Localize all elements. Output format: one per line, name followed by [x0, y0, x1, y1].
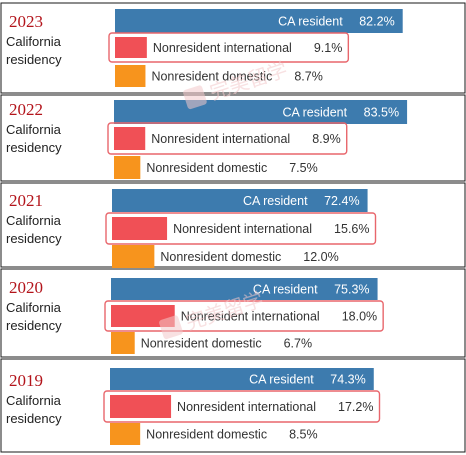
bar-nonresident-domestic-2019 [110, 423, 141, 445]
category-label-nonresident-international-2023: Nonresident international [153, 41, 292, 55]
value-label-ca-resident-2019: 74.3% [330, 373, 365, 387]
value-label-nonresident-international-2020: 18.0% [342, 310, 377, 324]
category-label-nonresident-domestic-2021: Nonresident domestic [160, 250, 281, 264]
category-label-nonresident-international-2022: Nonresident international [151, 132, 290, 146]
bar-nonresident-domestic-2020 [111, 332, 135, 354]
year-label-2019: 2019 [9, 371, 43, 390]
bar-nonresident-domestic-2023 [115, 65, 146, 87]
category-label-ca-resident-2023: CA resident [278, 15, 343, 29]
year-label-2021: 2021 [9, 191, 43, 210]
dimension-label-line2: residency [6, 318, 62, 333]
dimension-label-line1: California [6, 34, 62, 49]
dimension-label-line1: California [6, 213, 62, 228]
watermark-text: 完美留学 [207, 57, 291, 105]
dimension-label-line2: residency [6, 52, 62, 67]
dimension-label-line2: residency [6, 140, 62, 155]
value-label-nonresident-domestic-2022: 7.5% [289, 161, 318, 175]
panel-frame-2023 [0, 2, 466, 94]
category-label-nonresident-domestic-2022: Nonresident domestic [146, 161, 267, 175]
category-label-ca-resident-2020: CA resident [253, 283, 318, 297]
highlight-box-international-2020 [104, 300, 384, 332]
panel-frame-2022 [0, 94, 466, 182]
highlight-box-international-2021 [105, 212, 377, 245]
category-label-ca-resident-2022: CA resident [282, 106, 347, 120]
category-label-nonresident-international-2019: Nonresident international [177, 400, 316, 414]
highlight-box-international-2023 [108, 32, 350, 63]
watermark-icon [159, 315, 183, 340]
value-label-ca-resident-2020: 75.3% [334, 283, 369, 297]
year-label-2023: 2023 [9, 12, 43, 31]
dimension-label-line1: California [6, 393, 62, 408]
highlight-box-international-2022 [107, 122, 348, 155]
value-label-nonresident-international-2022: 8.9% [312, 132, 341, 146]
panel-frame-2021 [0, 182, 466, 268]
bar-ca-resident-2019 [110, 368, 374, 390]
value-label-nonresident-international-2023: 9.1% [314, 41, 343, 55]
value-label-nonresident-international-2021: 15.6% [334, 222, 369, 236]
year-label-2020: 2020 [9, 278, 43, 297]
category-label-nonresident-domestic-2019: Nonresident domestic [146, 428, 267, 442]
category-label-ca-resident-2021: CA resident [243, 194, 308, 208]
dimension-label-line1: California [6, 122, 62, 137]
value-label-ca-resident-2023: 82.2% [359, 15, 394, 29]
watermark-icon [183, 85, 207, 110]
bar-ca-resident-2022 [114, 100, 408, 124]
value-label-ca-resident-2021: 72.4% [324, 194, 359, 208]
bar-nonresident-international-2019 [110, 395, 172, 418]
value-label-nonresident-domestic-2019: 8.5% [289, 428, 318, 442]
bar-ca-resident-2021 [112, 189, 368, 212]
category-label-ca-resident-2019: CA resident [249, 373, 314, 387]
dimension-label-line1: California [6, 300, 62, 315]
category-label-nonresident-international-2020: Nonresident international [181, 310, 320, 324]
value-label-nonresident-domestic-2021: 12.0% [303, 250, 338, 264]
bar-ca-resident-2020 [111, 278, 378, 300]
bar-ca-resident-2023 [115, 9, 403, 33]
bar-nonresident-international-2023 [115, 37, 147, 58]
value-label-nonresident-domestic-2020: 6.7% [284, 337, 313, 351]
dimension-label-line2: residency [6, 411, 62, 426]
bar-nonresident-international-2021 [112, 217, 168, 240]
value-label-nonresident-domestic-2023: 8.7% [294, 70, 323, 84]
panel-frame-2019 [0, 358, 466, 453]
dimension-label-line2: residency [6, 231, 62, 246]
panel-frame-2020 [0, 268, 466, 358]
category-label-nonresident-international-2021: Nonresident international [173, 222, 312, 236]
value-label-ca-resident-2022: 83.5% [364, 106, 399, 120]
bar-nonresident-international-2022 [114, 127, 146, 150]
category-label-nonresident-domestic-2020: Nonresident domestic [141, 337, 262, 351]
year-label-2022: 2022 [9, 100, 43, 119]
value-label-nonresident-international-2019: 17.2% [338, 400, 373, 414]
bar-nonresident-domestic-2022 [114, 156, 141, 179]
bar-nonresident-international-2020 [111, 305, 175, 327]
bar-nonresident-domestic-2021 [112, 245, 155, 268]
category-label-nonresident-domestic-2023: Nonresident domestic [151, 70, 272, 84]
highlight-box-international-2019 [103, 390, 381, 423]
